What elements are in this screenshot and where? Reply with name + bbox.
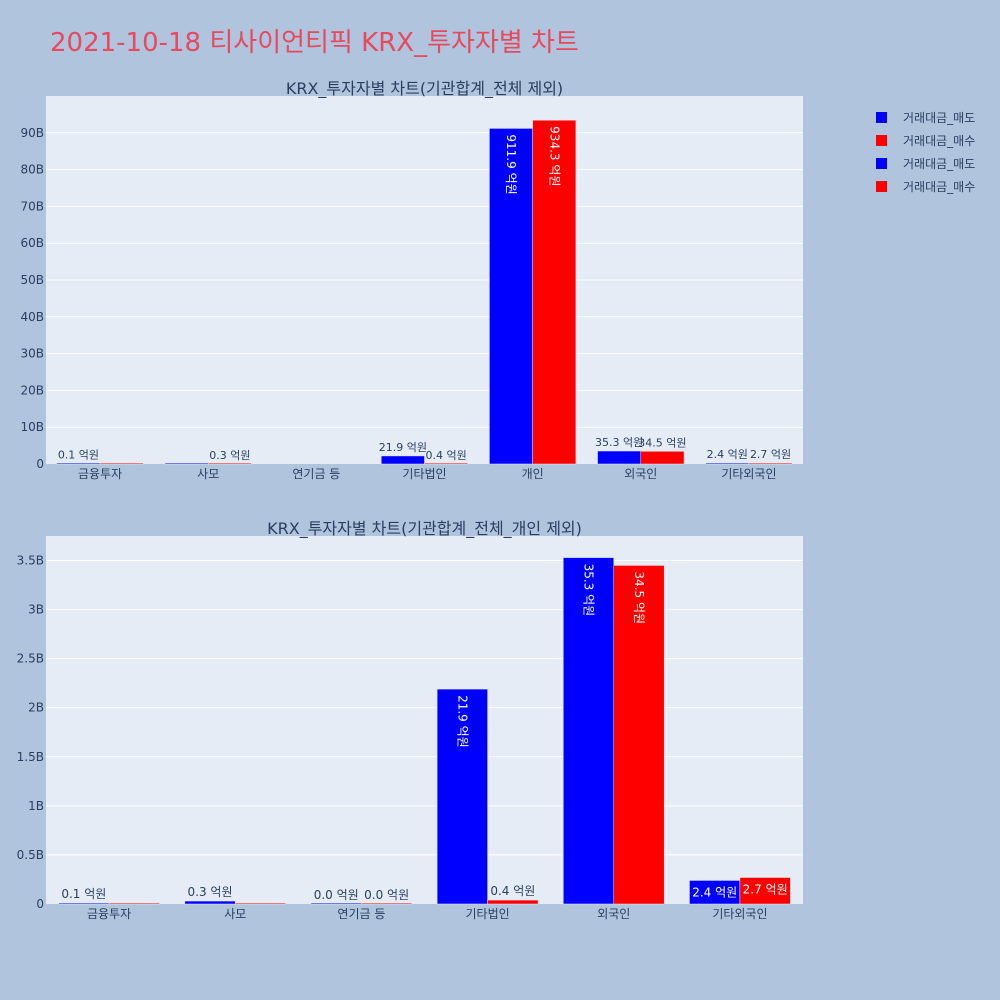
data-label: 0.3 억원: [188, 885, 233, 899]
y-tick-label: 60B: [20, 236, 44, 250]
bar: [164, 462, 209, 465]
bar: [487, 899, 539, 905]
x-tick-label: 개인: [522, 467, 544, 481]
data-label: 0.1 억원: [58, 449, 99, 462]
bar: [380, 455, 425, 465]
x-tick-label: 기타외국인: [721, 467, 776, 481]
data-label: 0.0 억원: [314, 888, 359, 902]
bar: [563, 557, 614, 905]
x-tick-label: 연기금 등: [292, 467, 340, 481]
bar: [613, 565, 665, 905]
y-tick-label: 3B: [28, 603, 44, 617]
data-label: 2.4 억원: [707, 448, 748, 461]
bar: [640, 451, 685, 465]
legend: 거래대금_매도 거래대금_매수 거래대금_매도 거래대금_매수: [876, 106, 975, 198]
y-tick-label: 10B: [20, 420, 44, 434]
bar: [56, 462, 101, 465]
data-label: 2.7 억원: [743, 883, 788, 897]
data-label: 35.3 억원: [582, 564, 596, 617]
legend-label: 거래대금_매도: [903, 157, 976, 171]
data-label: 0.4 억원: [426, 449, 467, 462]
y-tick-label: 90B: [20, 126, 44, 140]
bar: [361, 902, 413, 905]
x-tick-label: 기타법인: [465, 907, 509, 921]
data-label: 21.9 억원: [455, 695, 469, 748]
x-tick-label: 금융투자: [87, 907, 131, 921]
data-label: 2.4 억원: [692, 885, 737, 899]
data-label: 21.9 억원: [379, 441, 427, 454]
bar: [489, 128, 533, 465]
y-tick-label: 3.5B: [17, 554, 44, 568]
data-label: 35.3 억원: [595, 436, 643, 449]
x-tick-label: 기타외국인: [712, 907, 767, 921]
x-tick-label: 기타법인: [402, 467, 446, 481]
bar: [58, 902, 110, 905]
chart-title: KRX_투자자별 차트(기관합계_전체 제외): [286, 79, 563, 99]
y-tick-label: 80B: [20, 163, 44, 177]
y-tick-label: 40B: [20, 310, 44, 324]
x-tick-label: 금융투자: [78, 467, 122, 481]
data-label: 34.5 억원: [638, 436, 686, 449]
bar: [207, 462, 252, 465]
y-tick-label: 0.5B: [17, 848, 44, 862]
legend-item[interactable]: 거래대금_매수: [876, 175, 975, 198]
bar: [597, 450, 642, 465]
y-tick-label: 2.5B: [17, 652, 44, 666]
legend-swatch: [876, 181, 887, 192]
bar: [235, 902, 286, 905]
data-label: 0.1 억원: [61, 887, 106, 901]
legend-label: 거래대금_매수: [903, 180, 976, 194]
legend-swatch: [876, 112, 887, 123]
y-tick-label: 0: [36, 457, 44, 471]
legend-item[interactable]: 거래대금_매수: [876, 129, 975, 152]
x-tick-label: 사모: [224, 907, 246, 921]
legend-label: 거래대금_매수: [903, 134, 976, 148]
page-title: 2021-10-18 티사이언티픽 KRX_투자자별 차트: [50, 28, 579, 58]
legend-swatch: [876, 158, 887, 169]
bar: [748, 462, 793, 465]
bar: [184, 900, 236, 905]
bar: [310, 902, 362, 905]
data-label: 911.9 억원: [504, 134, 518, 194]
data-label: 934.3 억원: [547, 126, 561, 186]
y-tick-label: 1.5B: [17, 750, 44, 764]
y-tick-label: 0: [36, 897, 44, 911]
x-tick-label: 사모: [197, 467, 219, 481]
bar: [705, 462, 750, 465]
x-tick-label: 외국인: [597, 907, 630, 921]
bar: [532, 119, 577, 465]
bar: [108, 902, 160, 905]
legend-swatch: [876, 135, 887, 146]
data-label: 0.0 억원: [364, 888, 409, 902]
legend-item[interactable]: 거래대금_매도: [876, 106, 975, 129]
legend-item[interactable]: 거래대금_매도: [876, 152, 975, 175]
y-tick-label: 1B: [28, 799, 44, 813]
x-tick-label: 연기금 등: [337, 907, 385, 921]
bar: [739, 877, 791, 905]
y-tick-label: 70B: [20, 199, 44, 213]
chart-title: KRX_투자자별 차트(기관합계_전체_개인 제외): [267, 519, 582, 539]
bar: [424, 462, 469, 465]
data-label: 0.3 억원: [209, 449, 250, 462]
x-tick-label: 외국인: [624, 467, 657, 481]
y-tick-label: 50B: [20, 273, 44, 287]
plot-area: [46, 536, 803, 904]
bar: [99, 462, 144, 465]
legend-label: 거래대금_매도: [903, 111, 976, 125]
y-tick-label: 2B: [28, 701, 44, 715]
data-label: 0.4 억원: [490, 884, 535, 898]
bar: [436, 688, 488, 905]
data-label: 34.5 억원: [632, 571, 646, 624]
data-label: 2.7 억원: [750, 448, 791, 461]
y-tick-label: 30B: [20, 347, 44, 361]
y-tick-label: 20B: [20, 383, 44, 397]
